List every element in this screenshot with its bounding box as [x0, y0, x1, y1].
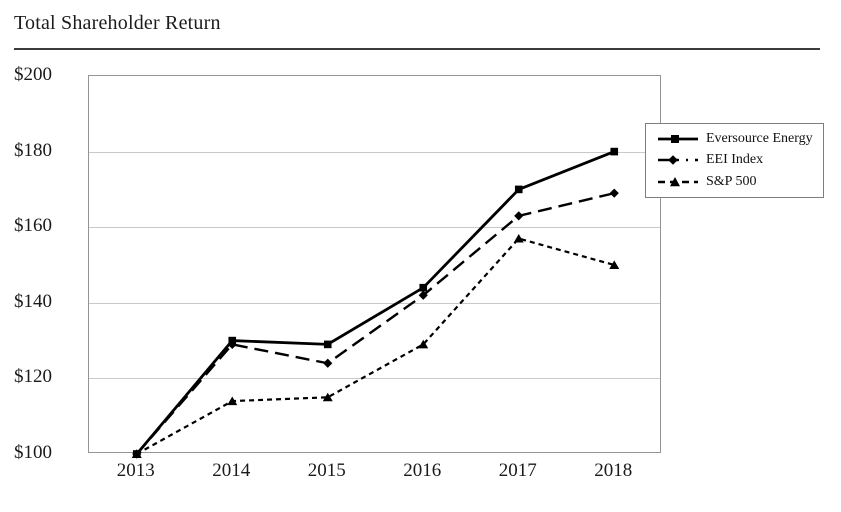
gridline — [89, 227, 660, 229]
legend-key-solid-square-icon — [658, 134, 698, 143]
gridline — [89, 151, 660, 153]
title-rule — [14, 48, 820, 50]
data-point-marker-square — [419, 283, 428, 292]
y-tick-label: $140 — [14, 290, 52, 312]
data-point-marker-triangle — [227, 396, 238, 406]
legend-key-dash-diamond-icon — [658, 155, 698, 166]
legend-key-dash-triangle-icon — [658, 177, 698, 187]
y-tick-label: $100 — [14, 442, 52, 463]
series-line-eei-index — [135, 192, 615, 455]
data-point-marker-triangle — [609, 260, 620, 269]
data-point-marker-triangle — [322, 392, 333, 402]
x-tick-label: 2013 — [116, 460, 155, 481]
data-point-marker-diamond — [323, 358, 333, 368]
data-point-marker-square — [514, 185, 523, 194]
legend-item-eei-index: EEI Index — [657, 150, 819, 171]
data-point-marker-triangle — [513, 233, 524, 243]
x-axis-labels: 2013 2014 2015 2016 2017 2018 — [88, 460, 661, 486]
legend-label: EEI Index — [706, 152, 764, 168]
series-plot — [131, 147, 620, 459]
y-tick-label: $180 — [14, 139, 52, 161]
legend-item-sp500: S&P 500 — [657, 172, 819, 193]
legend-label: S&P 500 — [706, 174, 757, 190]
legend-item-eversource-energy: Eversource Energy — [657, 128, 819, 149]
y-tick-label: $160 — [14, 215, 52, 237]
data-point-marker-triangle — [131, 449, 142, 458]
x-tick-label: 2017 — [498, 460, 537, 481]
series-line-s-p-500 — [136, 237, 615, 455]
y-tick-label: $120 — [14, 366, 52, 388]
data-point-marker-diamond — [514, 211, 524, 221]
data-point-marker-square — [323, 340, 332, 349]
gridline — [89, 302, 660, 304]
data-point-marker-square — [610, 147, 619, 156]
gridline — [89, 378, 660, 380]
data-point-marker-diamond — [609, 188, 619, 198]
x-tick-label: 2014 — [212, 460, 251, 481]
series-line-eversource-energy — [135, 150, 615, 455]
x-tick-label: 2016 — [403, 460, 442, 481]
data-point-marker-triangle — [418, 339, 429, 349]
chart-title: Total Shareholder Return — [14, 12, 221, 34]
data-point-marker-diamond — [227, 339, 237, 349]
legend-label: Eversource Energy — [706, 130, 813, 146]
plot-area — [88, 75, 661, 459]
legend: Eversource Energy EEI Index S&P 500 — [645, 123, 824, 198]
x-tick-label: 2015 — [307, 460, 346, 481]
y-tick-label: $200 — [14, 64, 52, 85]
data-point-marker-diamond — [418, 290, 428, 300]
x-tick-label: 2018 — [594, 460, 633, 481]
